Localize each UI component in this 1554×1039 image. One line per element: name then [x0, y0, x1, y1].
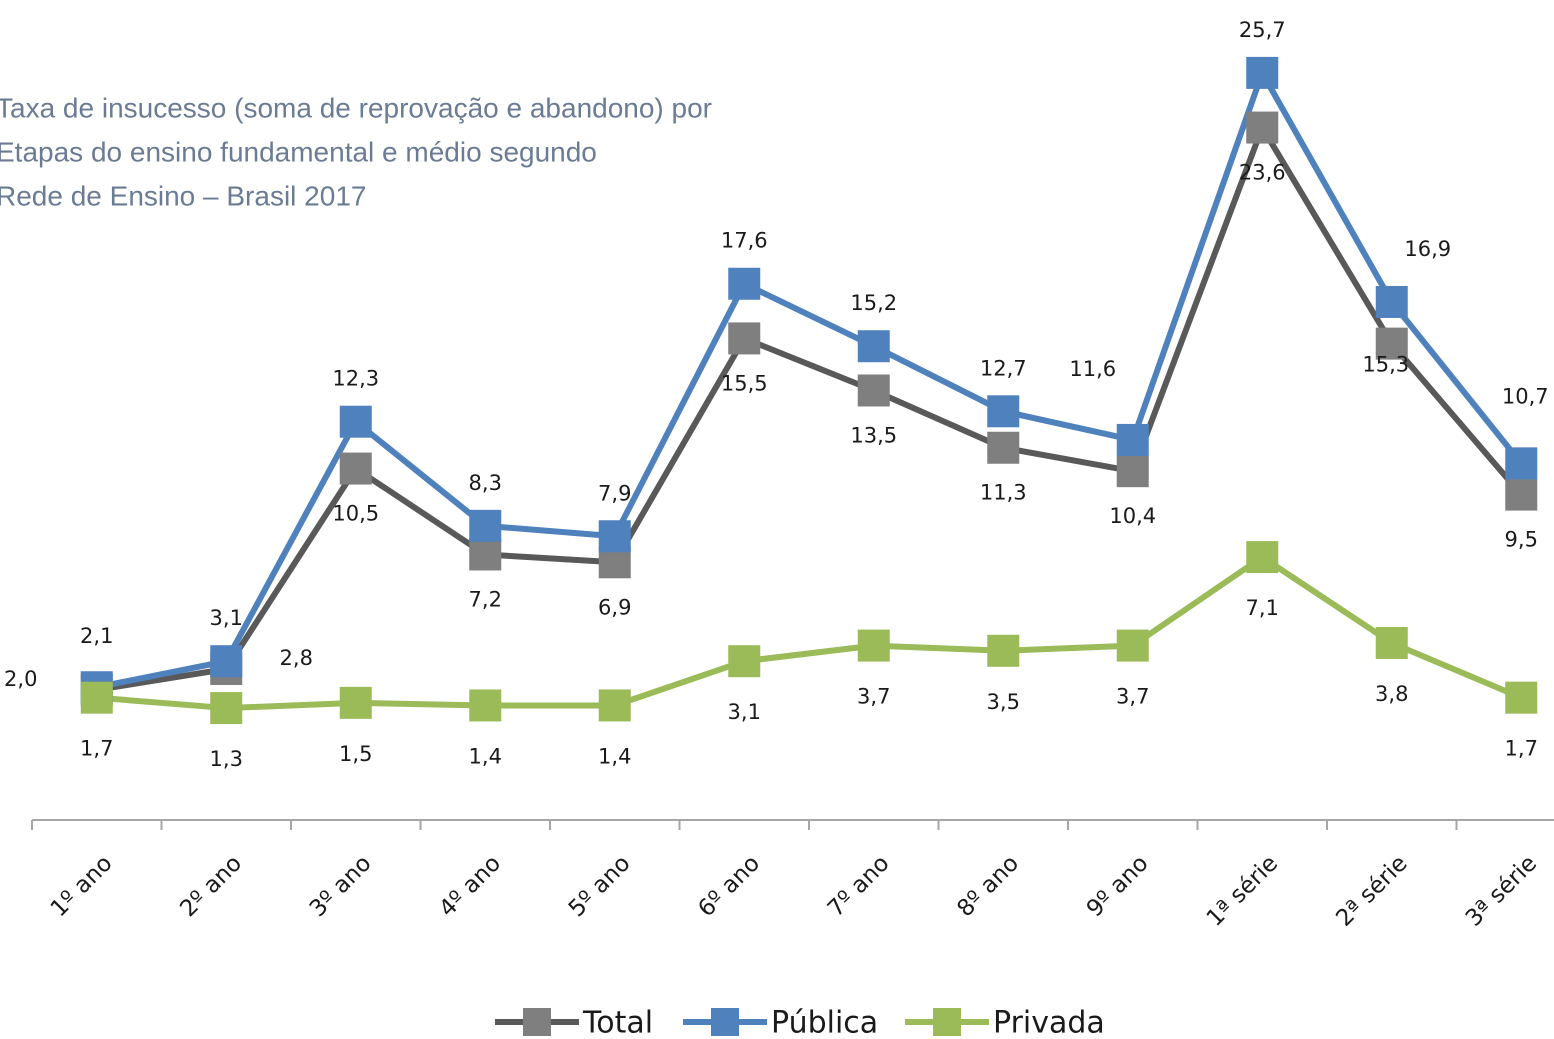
- marker: [987, 634, 1020, 667]
- marker: [987, 431, 1020, 464]
- data-label: 1,4: [469, 744, 502, 768]
- marker: [1116, 423, 1149, 456]
- data-label: 16,9: [1404, 237, 1451, 261]
- marker: [857, 330, 890, 363]
- marker: [469, 509, 502, 542]
- x-tick-label: 6º ano: [693, 850, 765, 922]
- legend-label: Pública: [771, 1006, 878, 1039]
- legend-marker: [523, 1008, 551, 1036]
- marker: [1116, 629, 1149, 662]
- marker: [598, 689, 631, 722]
- data-label: 3,5: [987, 690, 1020, 714]
- data-label: 2,0: [4, 667, 37, 691]
- data-label: 1,3: [210, 747, 243, 771]
- x-tick-label: 5º ano: [564, 850, 636, 922]
- series-line: [96, 554, 1523, 712]
- data-label: 10,4: [1109, 504, 1156, 528]
- data-label: 7,1: [1246, 596, 1279, 620]
- series-line: [96, 69, 1524, 691]
- chart-title: Rede de Ensino – Brasil 2017: [0, 180, 366, 211]
- data-label: 6,9: [598, 595, 631, 619]
- x-tick-label: 2º ano: [175, 850, 247, 922]
- marker: [469, 689, 502, 722]
- x-tick-label: 3º ano: [305, 850, 377, 922]
- marker: [1505, 447, 1538, 480]
- x-tick-label: 7º ano: [823, 850, 895, 922]
- data-label: 11,6: [1069, 357, 1116, 381]
- data-label: 3,7: [857, 685, 890, 709]
- data-label: 9,5: [1505, 528, 1538, 552]
- x-tick-label: 1º ano: [46, 850, 118, 922]
- data-label: 3,1: [210, 606, 243, 630]
- x-tick-label: 1ª série: [1202, 850, 1283, 931]
- data-label: 15,3: [1362, 353, 1409, 377]
- marker: [469, 538, 502, 571]
- x-tick-label: 8º ano: [952, 850, 1024, 922]
- marker: [210, 692, 243, 725]
- marker: [728, 267, 761, 300]
- data-label: 3,1: [728, 700, 761, 724]
- data-label: 12,7: [980, 356, 1027, 380]
- x-tick-label: 3ª série: [1461, 850, 1542, 931]
- data-label: 17,6: [721, 229, 768, 253]
- data-label: 10,7: [1502, 384, 1549, 408]
- marker: [857, 629, 890, 662]
- marker: [80, 681, 113, 714]
- chart-title: Etapas do ensino fundamental e médio seg…: [0, 136, 597, 167]
- legend-label: Privada: [993, 1006, 1105, 1039]
- marker: [987, 395, 1020, 428]
- x-tick-label: 2ª série: [1331, 850, 1412, 931]
- data-label: 7,9: [598, 481, 631, 505]
- data-label: 2,1: [80, 624, 113, 648]
- marker: [210, 645, 243, 678]
- data-label: 1,7: [80, 737, 113, 761]
- marker: [728, 322, 761, 355]
- marker: [598, 546, 631, 579]
- marker: [1375, 327, 1408, 360]
- data-label: 15,2: [850, 291, 897, 315]
- data-label: 13,5: [850, 423, 897, 447]
- marker: [598, 520, 631, 553]
- marker: [1505, 681, 1538, 714]
- data-label: 7,2: [469, 587, 502, 611]
- data-label: 2,8: [280, 646, 313, 670]
- marker: [1246, 111, 1279, 144]
- legend-marker: [933, 1008, 961, 1036]
- x-tick-label: 9º ano: [1082, 850, 1154, 922]
- chart-title: Taxa de insucesso (soma de reprovação e …: [0, 92, 712, 123]
- data-label: 3,7: [1116, 685, 1149, 709]
- data-label: 3,8: [1375, 682, 1408, 706]
- marker: [339, 452, 372, 485]
- marker: [339, 405, 372, 438]
- data-label: 25,7: [1239, 18, 1286, 42]
- data-label: 1,7: [1505, 737, 1538, 761]
- marker: [857, 374, 890, 407]
- data-label: 8,3: [469, 471, 502, 495]
- marker: [728, 645, 761, 678]
- data-label: 15,5: [721, 371, 768, 395]
- marker: [1116, 455, 1149, 488]
- series-line: [96, 124, 1524, 693]
- legend-label: Total: [582, 1006, 653, 1039]
- data-label: 1,4: [598, 744, 631, 768]
- marker: [1505, 478, 1538, 511]
- x-tick-label: 4º ano: [434, 850, 506, 922]
- marker: [1246, 56, 1279, 89]
- data-label: 12,3: [332, 367, 379, 391]
- marker: [339, 686, 372, 719]
- data-label: 10,5: [332, 502, 379, 526]
- legend-marker: [711, 1008, 739, 1036]
- marker: [1375, 626, 1408, 659]
- marker: [1246, 541, 1279, 574]
- data-label: 11,3: [980, 481, 1027, 505]
- data-label: 23,6: [1239, 161, 1286, 185]
- marker: [1375, 285, 1408, 318]
- data-label: 1,5: [339, 742, 372, 766]
